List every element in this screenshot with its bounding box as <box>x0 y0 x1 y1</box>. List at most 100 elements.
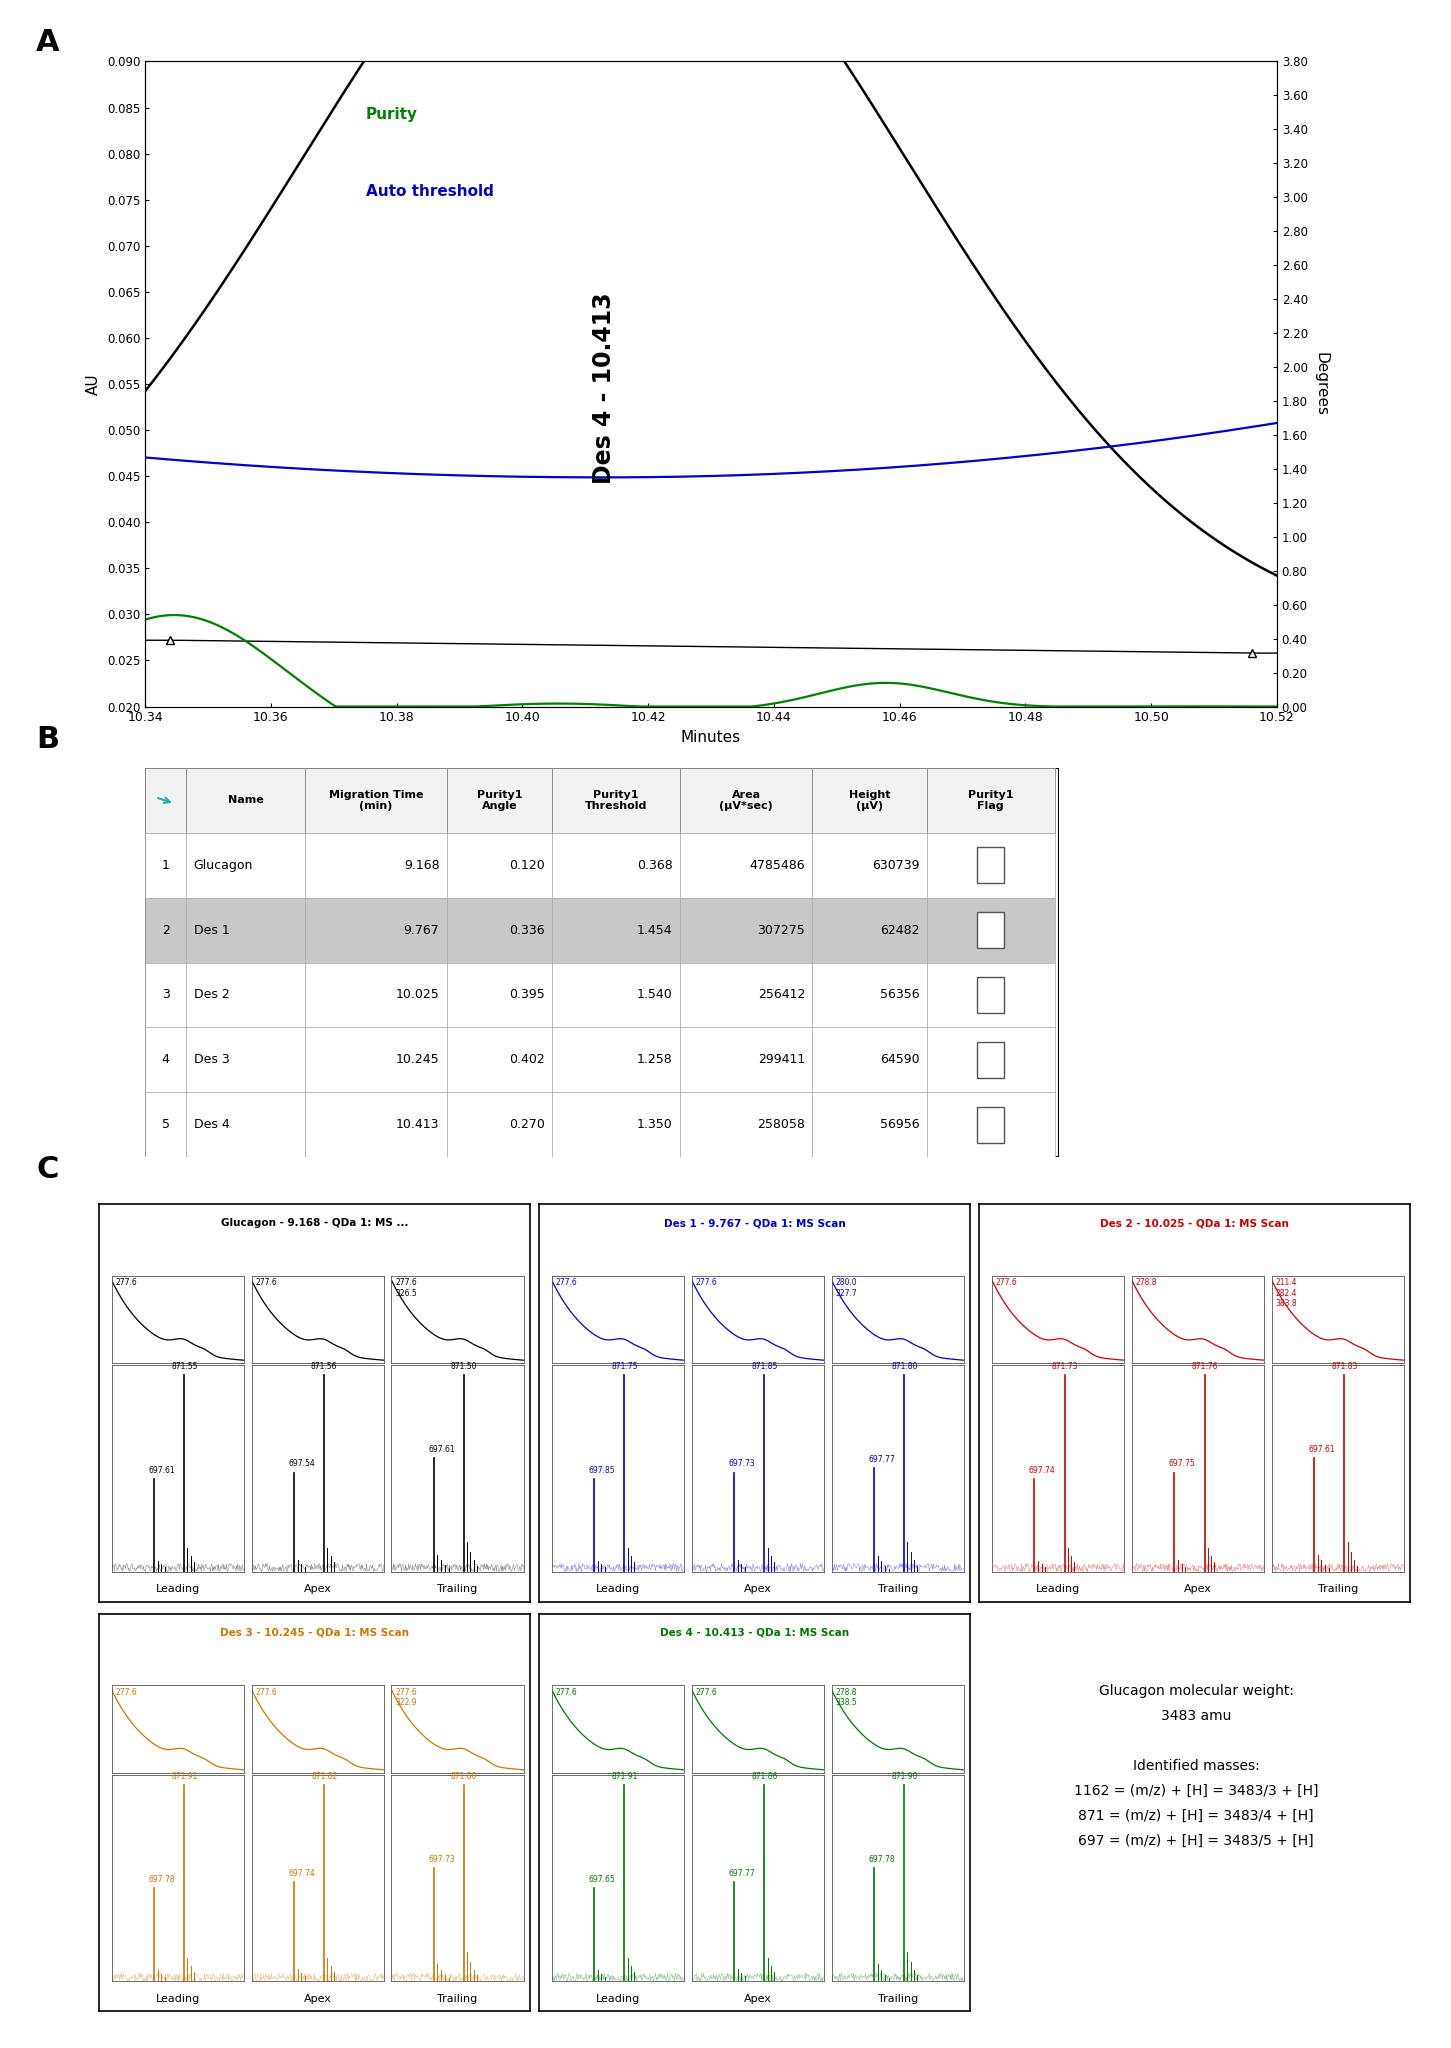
Text: 1.350: 1.350 <box>637 1118 673 1130</box>
Bar <box>551 1092 681 1157</box>
Text: 871.80: 871.80 <box>891 1362 917 1372</box>
Text: 871.85: 871.85 <box>752 1362 778 1372</box>
Text: 277.6: 277.6 <box>695 1278 717 1288</box>
Text: 258058: 258058 <box>757 1118 805 1130</box>
Text: 211.4
282.4
383.8: 211.4 282.4 383.8 <box>1275 1278 1297 1309</box>
Text: 0.270: 0.270 <box>509 1118 544 1130</box>
Bar <box>186 963 305 1028</box>
Text: 277.6
322.9: 277.6 322.9 <box>396 1688 418 1708</box>
Bar <box>447 834 551 897</box>
Text: 871.82: 871.82 <box>311 1772 337 1782</box>
Text: 871.76: 871.76 <box>1191 1362 1217 1372</box>
Text: 0.368: 0.368 <box>637 858 673 872</box>
Text: 697.61: 697.61 <box>148 1466 176 1475</box>
Text: 871.55: 871.55 <box>171 1362 197 1372</box>
Bar <box>813 963 927 1028</box>
Text: A: A <box>36 29 59 57</box>
Bar <box>447 1028 551 1092</box>
Text: Trailing: Trailing <box>878 1583 918 1593</box>
Text: 697.74: 697.74 <box>1029 1466 1056 1475</box>
X-axis label: Minutes: Minutes <box>681 729 741 745</box>
Bar <box>186 897 305 963</box>
Bar <box>813 1028 927 1092</box>
Bar <box>813 897 927 963</box>
Text: Name: Name <box>228 795 264 805</box>
Text: Apex: Apex <box>744 1583 772 1593</box>
Y-axis label: Degrees: Degrees <box>1313 352 1329 416</box>
Text: Area
(μV*sec): Area (μV*sec) <box>720 791 773 811</box>
Text: 697.61: 697.61 <box>1309 1446 1335 1454</box>
Text: 64590: 64590 <box>879 1053 920 1067</box>
Text: Purity1
Angle: Purity1 Angle <box>476 791 522 811</box>
Text: Apex: Apex <box>1184 1583 1212 1593</box>
Text: Apex: Apex <box>744 1993 772 2003</box>
Bar <box>305 768 447 834</box>
Text: 10.025: 10.025 <box>396 989 440 1001</box>
Text: 256412: 256412 <box>757 989 805 1001</box>
Bar <box>813 768 927 834</box>
Text: 277.6: 277.6 <box>556 1688 577 1698</box>
Text: 871.91: 871.91 <box>611 1772 637 1782</box>
Text: 871.50: 871.50 <box>451 1362 477 1372</box>
Bar <box>681 1092 813 1157</box>
Bar <box>977 1042 1004 1077</box>
Text: Purity1
Threshold: Purity1 Threshold <box>585 791 647 811</box>
Text: 697.77: 697.77 <box>869 1456 895 1464</box>
Text: Purity: Purity <box>366 106 418 121</box>
Text: Auto threshold: Auto threshold <box>366 184 493 199</box>
Bar <box>551 1028 681 1092</box>
Text: 277.6: 277.6 <box>255 1688 277 1698</box>
Bar <box>186 834 305 897</box>
Text: Glucagon molecular weight:
3483 amu

Identified masses:
1162 = (m/z) + [H] = 348: Glucagon molecular weight: 3483 amu Iden… <box>1074 1683 1319 1847</box>
Bar <box>447 1092 551 1157</box>
Text: Leading: Leading <box>155 1993 200 2003</box>
Y-axis label: AU: AU <box>86 373 102 395</box>
Bar <box>977 848 1004 883</box>
Text: 277.6
326.5: 277.6 326.5 <box>396 1278 418 1298</box>
Text: 1: 1 <box>161 858 170 872</box>
Text: Leading: Leading <box>155 1583 200 1593</box>
Text: 871.91: 871.91 <box>171 1772 197 1782</box>
Bar <box>927 768 1055 834</box>
Text: Des 2: Des 2 <box>193 989 229 1001</box>
Bar <box>447 897 551 963</box>
Bar <box>681 834 813 897</box>
Bar <box>447 768 551 834</box>
Text: Leading: Leading <box>596 1993 640 2003</box>
Text: 307275: 307275 <box>757 924 805 936</box>
Text: Leading: Leading <box>1036 1583 1080 1593</box>
Text: 277.6: 277.6 <box>556 1278 577 1288</box>
Text: 1.258: 1.258 <box>637 1053 673 1067</box>
Text: Purity1
Flag: Purity1 Flag <box>968 791 1013 811</box>
Text: 697.73: 697.73 <box>728 1460 756 1468</box>
Bar <box>145 1092 186 1157</box>
Bar <box>813 1092 927 1157</box>
Text: Migration Time
(min): Migration Time (min) <box>329 791 424 811</box>
Text: Des 3: Des 3 <box>193 1053 229 1067</box>
Text: Des 1 - 9.767 - QDa 1: MS Scan: Des 1 - 9.767 - QDa 1: MS Scan <box>663 1219 846 1229</box>
Bar <box>145 963 186 1028</box>
Text: 0.402: 0.402 <box>509 1053 544 1067</box>
Text: 277.6: 277.6 <box>116 1278 138 1288</box>
Text: 1.540: 1.540 <box>637 989 673 1001</box>
Text: Apex: Apex <box>303 1583 332 1593</box>
Text: 697.78: 697.78 <box>148 1876 176 1884</box>
Text: 871.75: 871.75 <box>611 1362 637 1372</box>
Bar <box>305 897 447 963</box>
Text: 697.85: 697.85 <box>589 1466 615 1475</box>
Text: 697.65: 697.65 <box>589 1876 615 1884</box>
Bar <box>681 963 813 1028</box>
Text: 871.86: 871.86 <box>752 1772 778 1782</box>
Bar <box>551 768 681 834</box>
Text: Leading: Leading <box>596 1583 640 1593</box>
Bar <box>927 1028 1055 1092</box>
Bar <box>186 1092 305 1157</box>
Text: 697.61: 697.61 <box>428 1446 456 1454</box>
Bar <box>681 897 813 963</box>
Text: Apex: Apex <box>303 1993 332 2003</box>
Text: 9.767: 9.767 <box>403 924 440 936</box>
Bar <box>927 834 1055 897</box>
Text: Trailing: Trailing <box>878 1993 918 2003</box>
Text: 697.75: 697.75 <box>1170 1460 1196 1468</box>
Text: Glucagon - 9.168 - QDa 1: MS ...: Glucagon - 9.168 - QDa 1: MS ... <box>221 1219 408 1229</box>
